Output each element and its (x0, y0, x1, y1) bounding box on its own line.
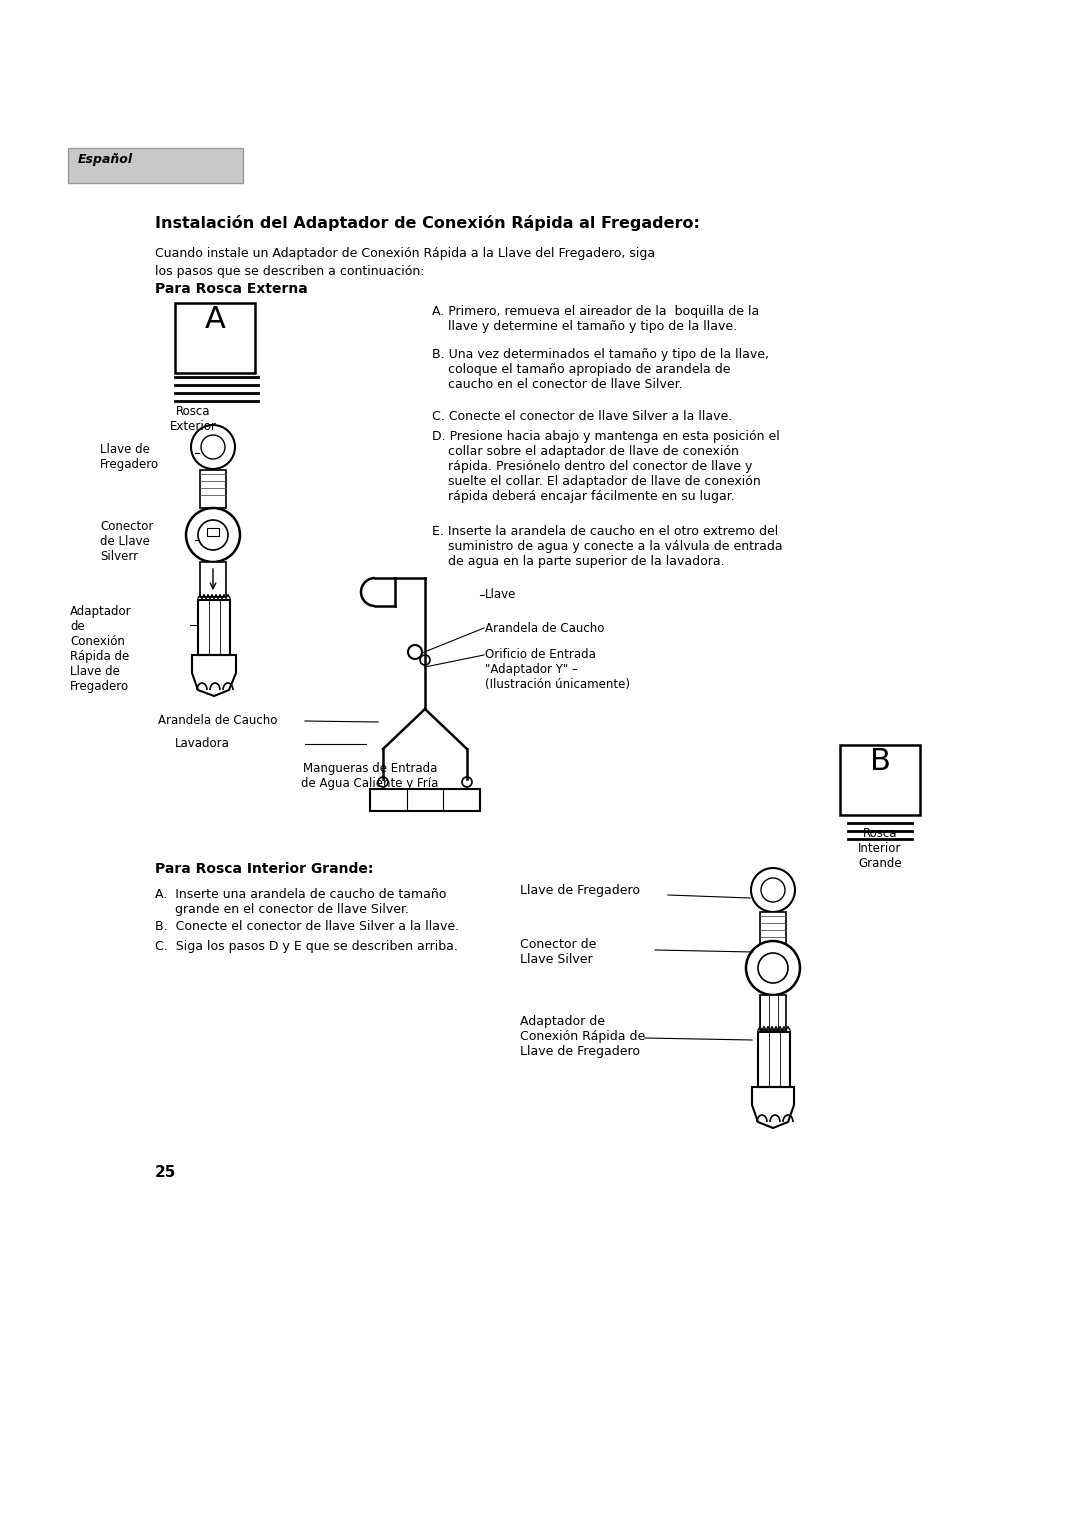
Text: 25: 25 (156, 1165, 176, 1180)
FancyBboxPatch shape (760, 996, 786, 1031)
Text: los pasos que se describen a continuación:: los pasos que se describen a continuació… (156, 266, 424, 278)
Text: C. Conecte el conector de llave Silver a la llave.: C. Conecte el conector de llave Silver a… (432, 411, 732, 423)
Text: D. Presione hacia abajo y mantenga en esta posición el
    collar sobre el adapt: D. Presione hacia abajo y mantenga en es… (432, 431, 780, 502)
Circle shape (420, 655, 430, 664)
Circle shape (462, 777, 472, 786)
Circle shape (751, 867, 795, 912)
Circle shape (761, 878, 785, 902)
Text: Para Rosca Externa: Para Rosca Externa (156, 282, 308, 296)
Text: C.  Siga los pasos D y E que se describen arriba.: C. Siga los pasos D y E que se describen… (156, 941, 458, 953)
Circle shape (186, 508, 240, 562)
Text: Llave de
Fregadero: Llave de Fregadero (100, 443, 159, 470)
Text: Conector de
Llave Silver: Conector de Llave Silver (519, 938, 596, 967)
Text: Español: Español (78, 153, 133, 166)
FancyBboxPatch shape (175, 302, 255, 373)
Circle shape (408, 644, 422, 660)
Text: Conector
de Llave
Silverr: Conector de Llave Silverr (100, 521, 153, 563)
Text: B.  Conecte el conector de llave Silver a la llave.: B. Conecte el conector de llave Silver a… (156, 919, 459, 933)
Text: A. Primero, remueva el aireador de la  boquilla de la
    llave y determine el t: A. Primero, remueva el aireador de la bo… (432, 305, 759, 333)
Text: Orificio de Entrada
"Adaptador Y" –
(Ilustración únicamente): Orificio de Entrada "Adaptador Y" – (Ilu… (485, 647, 630, 692)
FancyBboxPatch shape (207, 528, 219, 536)
Circle shape (191, 425, 235, 469)
Circle shape (746, 941, 800, 996)
FancyBboxPatch shape (370, 789, 480, 811)
Text: A: A (204, 305, 226, 334)
FancyBboxPatch shape (198, 600, 230, 655)
Text: Rosca
Exterior: Rosca Exterior (170, 405, 216, 434)
Text: A.  Inserte una arandela de caucho de tamaño
     grande en el conector de llave: A. Inserte una arandela de caucho de tam… (156, 889, 446, 916)
FancyBboxPatch shape (760, 912, 786, 950)
Text: Cuando instale un Adaptador de Conexión Rápida a la Llave del Fregadero, siga: Cuando instale un Adaptador de Conexión … (156, 247, 656, 260)
Text: Arandela de Caucho: Arandela de Caucho (485, 621, 605, 635)
Circle shape (201, 435, 225, 460)
Text: Llave: Llave (485, 588, 516, 602)
FancyBboxPatch shape (200, 562, 226, 597)
Text: Adaptador
de
Conexión
Rápida de
Llave de
Fregadero: Adaptador de Conexión Rápida de Llave de… (70, 605, 132, 693)
Text: Instalación del Adaptador de Conexión Rápida al Fregadero:: Instalación del Adaptador de Conexión Rá… (156, 215, 700, 231)
Text: E. Inserte la arandela de caucho en el otro extremo del
    suministro de agua y: E. Inserte la arandela de caucho en el o… (432, 525, 783, 568)
Text: B. Una vez determinados el tamaño y tipo de la llave,
    coloque el tamaño apro: B. Una vez determinados el tamaño y tipo… (432, 348, 769, 391)
FancyBboxPatch shape (840, 745, 920, 815)
Text: Llave de Fregadero: Llave de Fregadero (519, 884, 640, 896)
Text: Rosca
Interior
Grande: Rosca Interior Grande (859, 828, 902, 870)
Circle shape (758, 953, 788, 983)
Text: Lavadora: Lavadora (175, 738, 230, 750)
FancyBboxPatch shape (200, 470, 226, 508)
Text: Para Rosca Interior Grande:: Para Rosca Interior Grande: (156, 863, 374, 876)
Circle shape (198, 521, 228, 550)
Text: Mangueras de Entrada
de Agua Caliente y Fría: Mangueras de Entrada de Agua Caliente y … (301, 762, 438, 789)
FancyBboxPatch shape (758, 1032, 789, 1087)
Text: Arandela de Caucho: Arandela de Caucho (158, 715, 278, 727)
Text: Adaptador de
Conexión Rápida de
Llave de Fregadero: Adaptador de Conexión Rápida de Llave de… (519, 1015, 645, 1058)
FancyBboxPatch shape (68, 148, 243, 183)
Text: B: B (869, 747, 890, 776)
Circle shape (378, 777, 388, 786)
